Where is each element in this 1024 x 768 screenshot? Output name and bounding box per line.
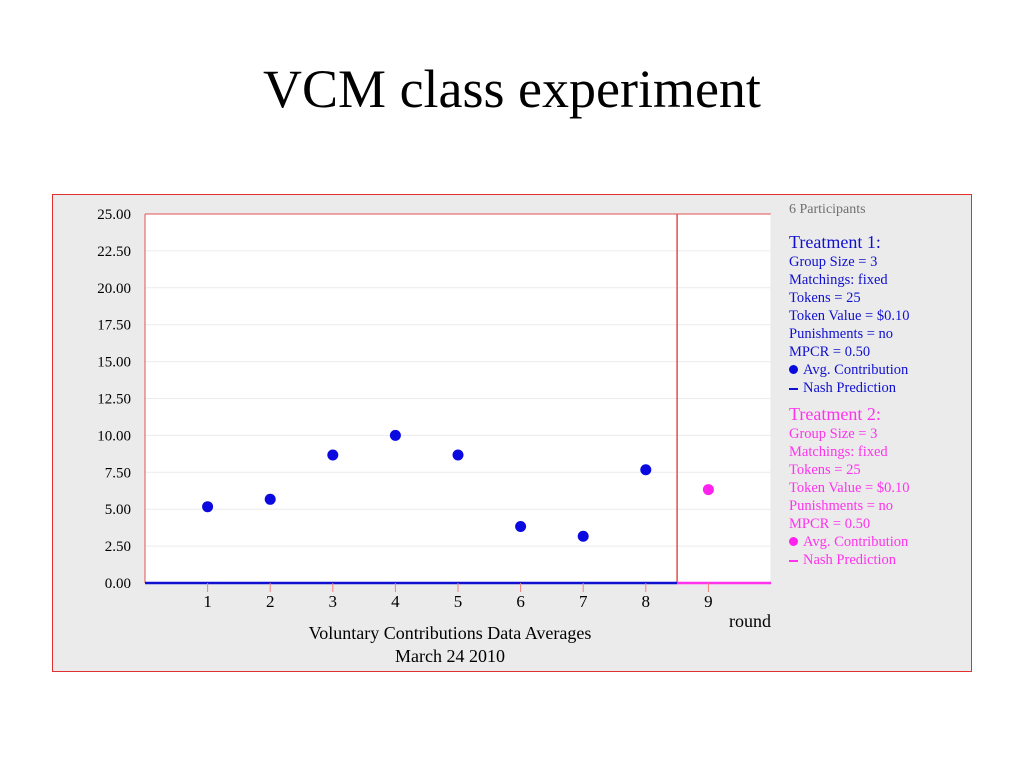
chart-caption: Voluntary Contributions Data Averages	[309, 623, 592, 643]
y-tick-label: 20.00	[97, 281, 131, 297]
x-tick-label: 7	[579, 592, 588, 611]
y-tick-label: 5.00	[105, 502, 131, 518]
data-point	[577, 530, 589, 542]
x-tick-label: 2	[266, 592, 275, 611]
legend-treatment-1: Treatment 1: Group Size = 3 Matchings: f…	[789, 231, 969, 397]
treatment-1-avg-legend: Avg. Contribution	[789, 361, 969, 379]
x-tick-label: 5	[454, 592, 463, 611]
y-tick-label: 17.50	[97, 318, 131, 334]
treatment-1-nash-label: Nash Prediction	[803, 380, 897, 396]
x-tick-label: 6	[516, 592, 525, 611]
y-tick-label: 7.50	[105, 465, 131, 481]
y-tick-label: 12.50	[97, 392, 131, 408]
data-point	[202, 501, 214, 513]
data-point	[327, 449, 339, 461]
treatment-2-group-size: Group Size = 3	[789, 426, 878, 442]
treatment-2-punishments: Punishments = no	[789, 498, 894, 514]
treatment-2-avg-legend: Avg. Contribution	[789, 533, 969, 551]
data-point	[515, 520, 527, 532]
slide-title: VCM class experiment	[263, 59, 761, 119]
treatment-2-token-value: Token Value = $0.10	[789, 480, 910, 496]
treatment-1-avg-label: Avg. Contribution	[803, 362, 909, 378]
x-tick-label: 8	[642, 592, 651, 611]
y-tick-label: 2.50	[105, 539, 131, 555]
y-tick-label: 22.50	[97, 244, 131, 260]
data-point	[452, 449, 464, 461]
treatment-2-title: Treatment 2:	[789, 404, 881, 424]
legend: 6 Participants Treatment 1: Group Size =…	[789, 201, 969, 569]
treatment-1-mpcr: MPCR = 0.50	[789, 344, 871, 360]
treatment-2-mpcr: MPCR = 0.50	[789, 516, 871, 532]
treatment-1-nash-legend: Nash Prediction	[789, 379, 969, 397]
treatment-2-tokens: Tokens = 25	[789, 462, 861, 478]
legend-dot-icon	[789, 365, 798, 374]
treatment-2-matchings: Matchings: fixed	[789, 444, 888, 460]
y-tick-label: 15.00	[97, 355, 131, 371]
treatment-1-group-size: Group Size = 3	[789, 254, 878, 270]
data-point	[640, 464, 652, 476]
treatment-1-punishments: Punishments = no	[789, 326, 894, 342]
treatment-1-tokens: Tokens = 25	[789, 290, 861, 306]
y-tick-label: 10.00	[97, 428, 131, 444]
treatment-1-matchings: Matchings: fixed	[789, 272, 888, 288]
chart-plot: 0.00 2.50 5.00 7.50 10.00 12.50 15.00 17.50 20.0…	[97, 207, 772, 666]
treatment-2-avg-label: Avg. Contribution	[803, 534, 909, 550]
x-tick-label: 4	[391, 592, 400, 611]
y-tick-label: 25.00	[97, 207, 131, 223]
y-tick-label: 0.00	[105, 576, 131, 592]
treatment-1-token-value: Token Value = $0.10	[789, 308, 910, 324]
treatment-2-nash-legend: Nash Prediction	[789, 551, 969, 569]
legend-dash-icon	[789, 559, 798, 562]
legend-treatment-2: Treatment 2: Group Size = 3 Matchings: f…	[789, 403, 969, 569]
chart-date: March 24 2010	[395, 646, 505, 666]
x-tick-label: 9	[704, 592, 713, 611]
legend-dot-icon	[789, 537, 798, 546]
legend-dash-icon	[789, 387, 798, 390]
treatment-2-nash-label: Nash Prediction	[803, 552, 897, 568]
treatment-1-title: Treatment 1:	[789, 232, 881, 252]
chart-panel: 0.00 2.50 5.00 7.50 10.00 12.50 15.00 17.50 20.0…	[52, 194, 972, 672]
data-point	[264, 493, 276, 505]
x-tick-label: 3	[329, 592, 338, 611]
x-axis-label: round	[729, 611, 771, 631]
data-point	[702, 484, 714, 496]
data-point	[389, 429, 401, 441]
participants-count: 6 Participants	[789, 202, 866, 217]
x-tick-label: 1	[203, 592, 212, 611]
